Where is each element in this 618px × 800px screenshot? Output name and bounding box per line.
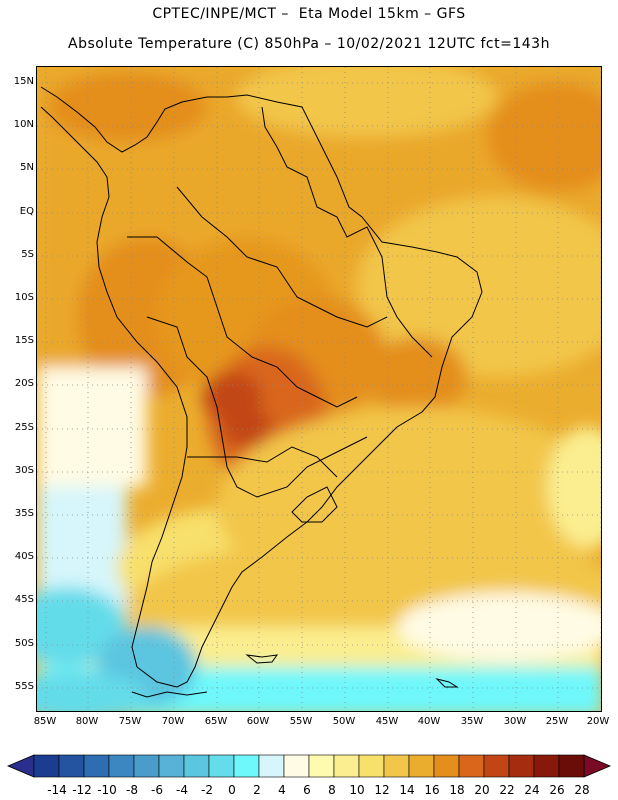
legend-swatch: [108, 754, 135, 778]
lon-label-50w: 50W: [332, 716, 356, 727]
legend-swatch: [508, 754, 535, 778]
legend-tick-label: 12: [374, 783, 389, 797]
chart-subtitle: Absolute Temperature (C) 850hPa – 10/02/…: [68, 36, 550, 52]
lat-label-20s: 20S: [14, 378, 34, 389]
legend-tick-label: 28: [574, 783, 589, 797]
legend-tick-label: 8: [328, 783, 336, 797]
legend-tick-label: -14: [47, 783, 67, 797]
lon-label-40w: 40W: [417, 716, 441, 727]
legend-tick-label: 2: [253, 783, 261, 797]
color-legend: -14 -12 -10 -8 -6 -4 -2 0 2 4 6 8 10 12 14 16 18 20 22 24 26…: [6, 754, 612, 797]
legend-tick-label: -6: [151, 783, 163, 797]
legend-tick-label: 4: [278, 783, 286, 797]
lat-label-55s: 55S: [14, 681, 34, 692]
legend-swatch: [283, 754, 310, 778]
lon-label-70w: 70W: [161, 716, 185, 727]
legend-tick-label: -4: [176, 783, 188, 797]
lon-label-65w: 65W: [204, 716, 228, 727]
lat-label-50s: 50S: [14, 638, 34, 649]
lat-label-15n: 15N: [13, 76, 34, 87]
lat-label-25s: 25S: [14, 422, 34, 433]
lon-label-45w: 45W: [375, 716, 399, 727]
lat-label-40s: 40S: [14, 551, 34, 562]
temperature-contours: [37, 67, 601, 711]
legend-swatch: [183, 754, 210, 778]
lon-label-85w: 85W: [33, 716, 57, 727]
legend-swatch: [358, 754, 385, 778]
legend-tick-label: -10: [97, 783, 117, 797]
legend-swatch: [383, 754, 410, 778]
temperature-map: [37, 67, 601, 711]
legend-swatch: [433, 754, 460, 778]
legend-tick-label: 14: [399, 783, 414, 797]
legend-swatch: [83, 754, 110, 778]
legend-tick-label: -8: [126, 783, 138, 797]
legend-tick-label: -2: [201, 783, 213, 797]
legend-swatch: [158, 754, 185, 778]
legend-swatch: [58, 754, 85, 778]
lat-label-5n: 5N: [20, 162, 34, 173]
legend-tick-label: 26: [549, 783, 564, 797]
legend-tick-label: 24: [524, 783, 539, 797]
lat-label-35s: 35S: [14, 508, 34, 519]
lat-label-45s: 45S: [14, 594, 34, 605]
legend-swatch: [133, 754, 160, 778]
coastlines: [40, 86, 483, 698]
legend-tick-label: 0: [228, 783, 236, 797]
lat-label-10s: 10S: [14, 292, 34, 303]
legend-tick-label: 20: [474, 783, 489, 797]
legend-swatch: [233, 754, 260, 778]
legend-tick-label: 22: [499, 783, 514, 797]
legend-tick-label: 10: [349, 783, 364, 797]
lon-label-25w: 25W: [545, 716, 569, 727]
legend-tick-label: 16: [424, 783, 439, 797]
legend-swatch: [408, 754, 435, 778]
lon-label-20w: 20W: [586, 716, 610, 727]
legend-swatch: [483, 754, 510, 778]
lat-label-10n: 10N: [13, 119, 34, 130]
lon-label-80w: 80W: [75, 716, 99, 727]
lat-label-5s: 5S: [21, 249, 34, 260]
chart-title: CPTEC/INPE/MCT – Eta Model 15km – GFS: [152, 6, 466, 22]
legend-tick-label: -12: [72, 783, 92, 797]
legend-swatch: [458, 754, 485, 778]
legend-high-arrow: [583, 754, 612, 778]
legend-low-arrow: [6, 754, 35, 778]
lat-label-30s: 30S: [14, 465, 34, 476]
lon-label-75w: 75W: [118, 716, 142, 727]
legend-swatch: [308, 754, 335, 778]
lon-label-35w: 35W: [460, 716, 484, 727]
map-panel: [36, 66, 602, 712]
legend-swatch: [558, 754, 585, 778]
legend-swatch: [533, 754, 560, 778]
lon-label-55w: 55W: [289, 716, 313, 727]
lat-label-15s: 15S: [14, 335, 34, 346]
lon-label-60w: 60W: [246, 716, 270, 727]
legend-swatch: [258, 754, 285, 778]
lon-label-30w: 30W: [503, 716, 527, 727]
legend-swatch: [333, 754, 360, 778]
lat-label-eq: EQ: [19, 206, 34, 217]
legend-swatch: [208, 754, 235, 778]
legend-swatch: [33, 754, 60, 778]
legend-tick-label: 18: [449, 783, 464, 797]
legend-tick-label: 6: [303, 783, 311, 797]
